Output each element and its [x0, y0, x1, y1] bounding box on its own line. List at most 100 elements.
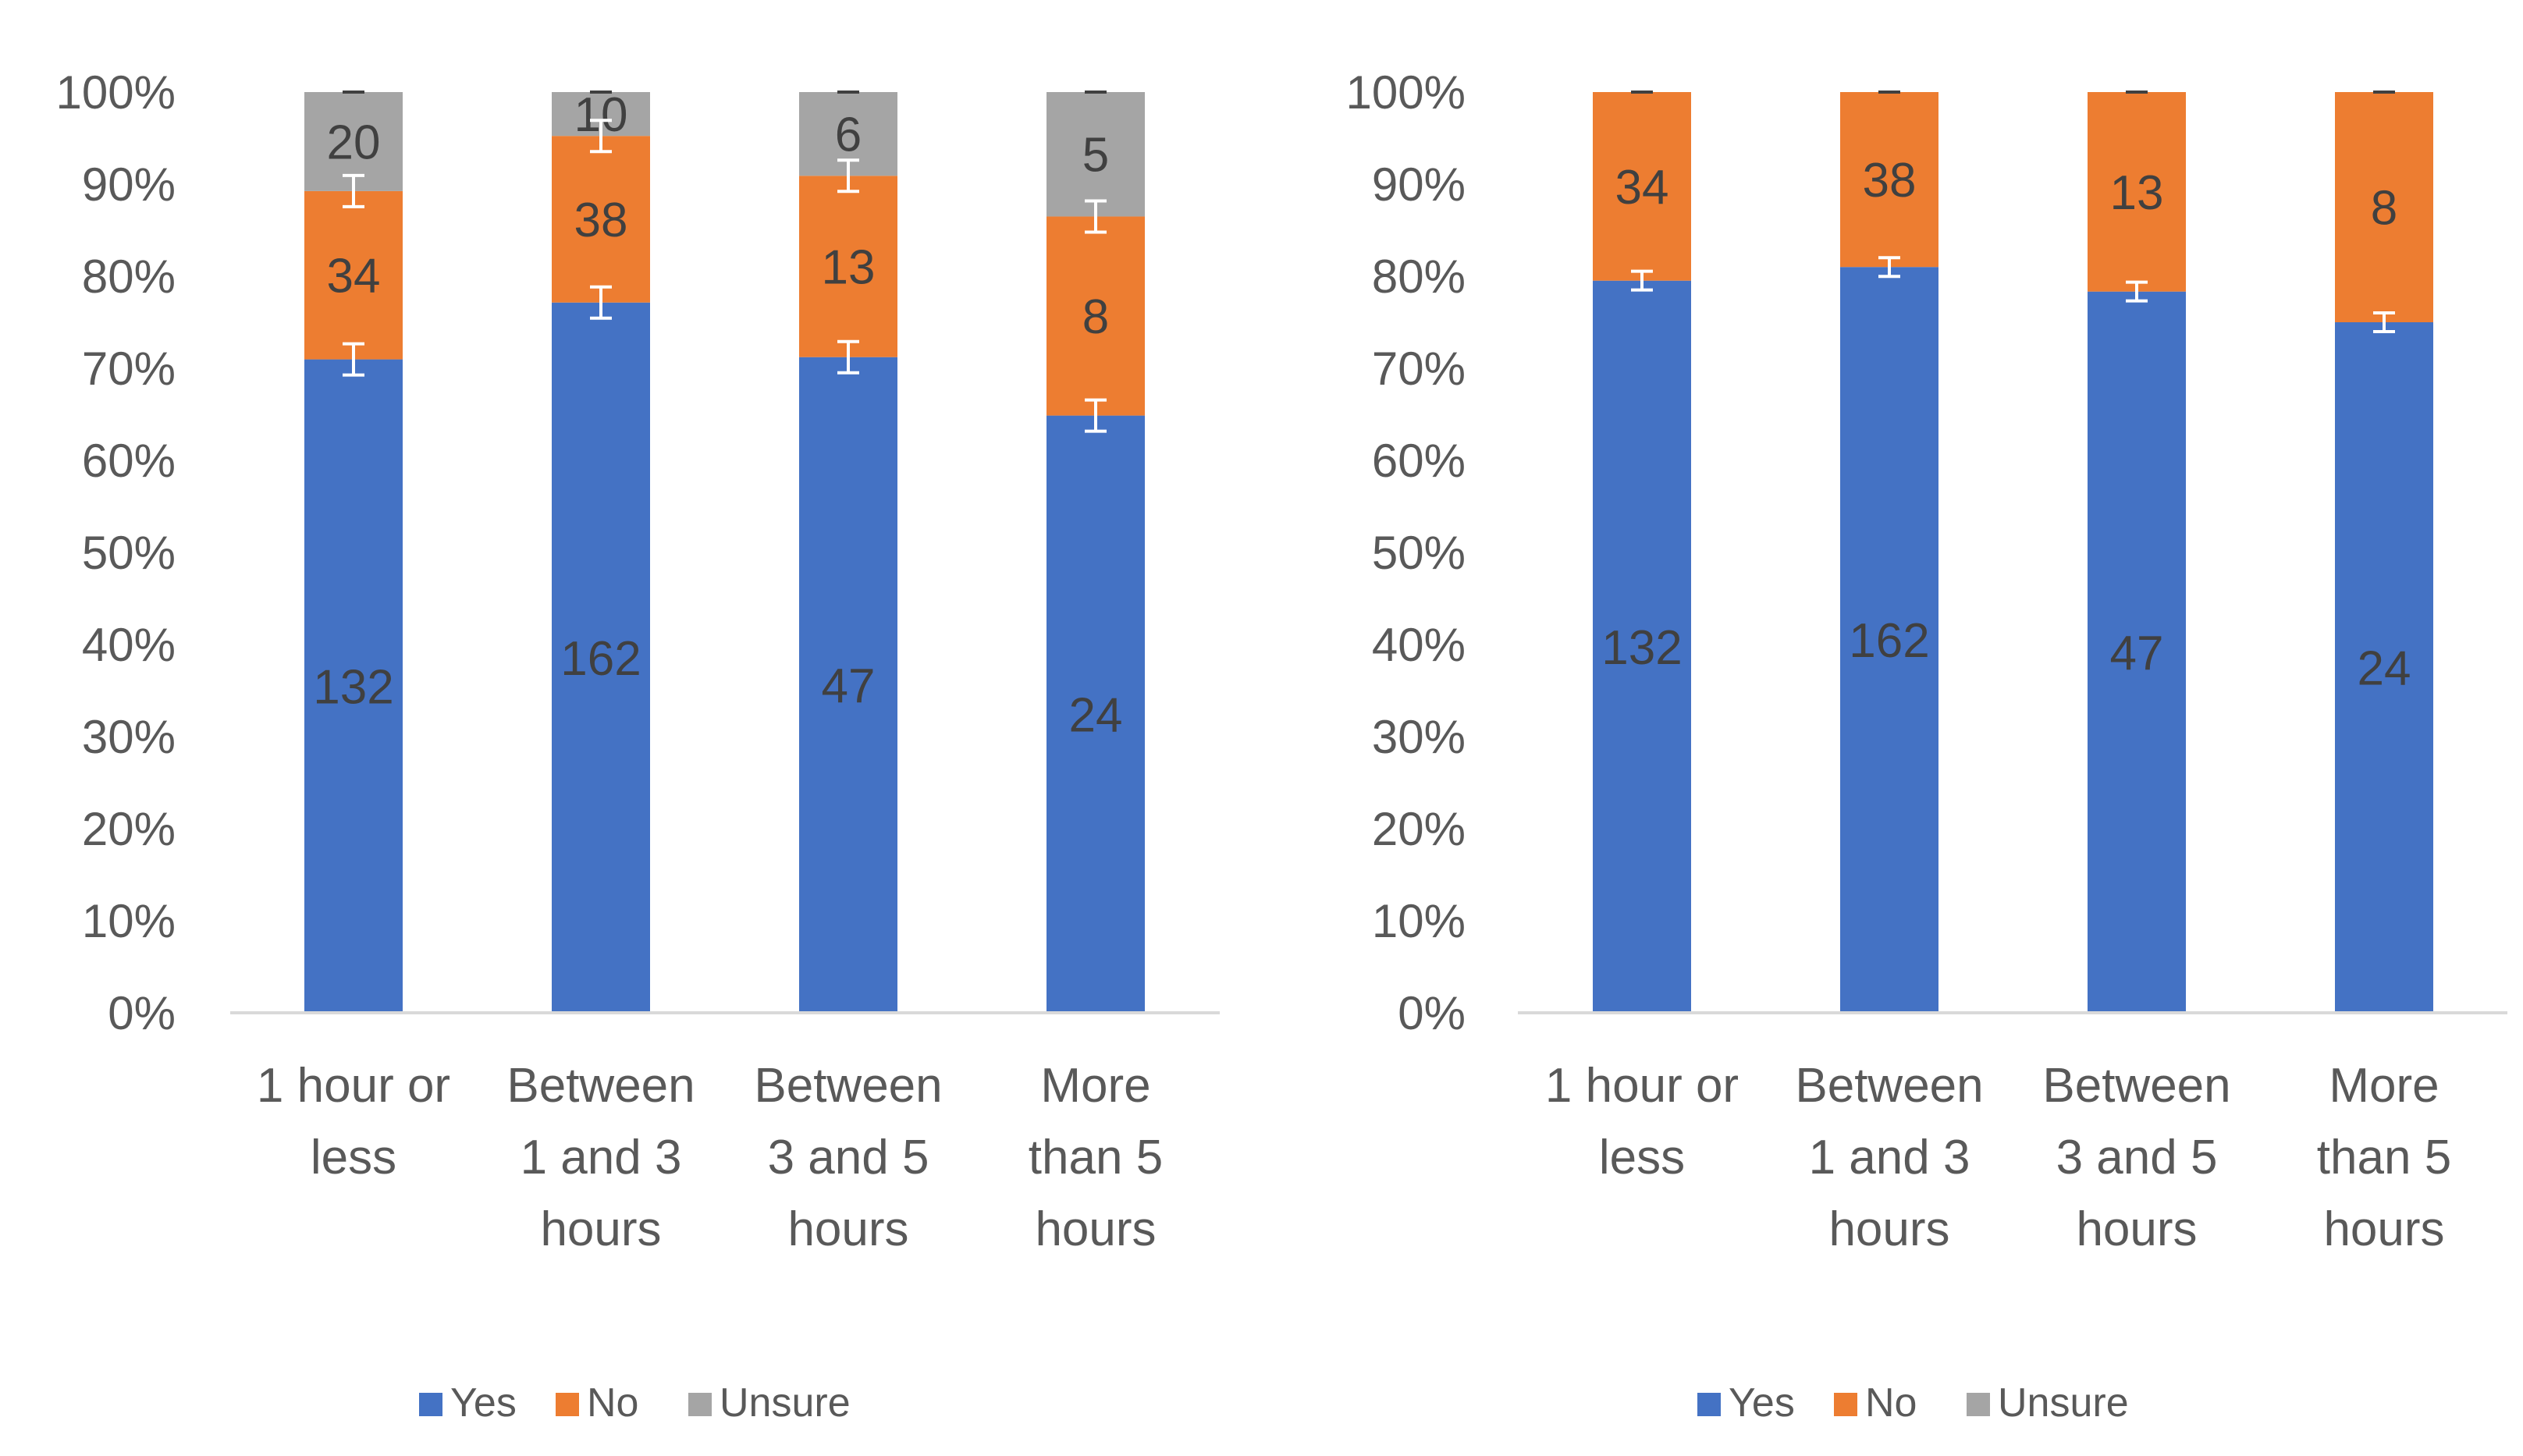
- x-tick-label: 3 and 5: [2056, 1131, 2218, 1184]
- error-bar: [590, 119, 612, 154]
- y-tick-label: 100%: [56, 66, 176, 119]
- legend-item-unsure: Unsure: [1967, 1380, 2129, 1426]
- bar-segment-yes: [552, 302, 650, 1013]
- x-tick-label: 1 hour or: [257, 1059, 450, 1113]
- chart-left: 0% 10% 20% 30% 40% 50% 60% 70% 80% 90% 100% 132 34 20…: [56, 66, 1220, 1426]
- x-tick-label: 3 and 5: [768, 1131, 929, 1184]
- x-tick-label: than 5: [1029, 1131, 1163, 1184]
- bar-segment-yes: [799, 357, 897, 1013]
- bar-segment-yes: [2335, 322, 2433, 1013]
- data-label: 38: [574, 194, 628, 247]
- x-tick-label: hours: [2076, 1202, 2197, 1256]
- y-tick-label: 50%: [1372, 527, 1466, 579]
- error-bar: [2126, 280, 2148, 303]
- bar-segment-yes: [1840, 267, 1938, 1013]
- bar-segment-yes: [2088, 291, 2186, 1014]
- legend-label: No: [1865, 1380, 1917, 1426]
- legend-swatch: [419, 1393, 442, 1416]
- y-tick-label: 40%: [1372, 619, 1466, 671]
- error-bar: [1085, 398, 1107, 433]
- x-tick-label: More: [1040, 1059, 1150, 1113]
- bar-segment-yes: [304, 359, 403, 1013]
- y-tick-label: 90%: [1372, 158, 1466, 211]
- error-bar: [343, 342, 364, 377]
- y-tick-label: 40%: [82, 619, 176, 671]
- y-tick-label: 20%: [1372, 803, 1466, 855]
- y-tick-label: 0%: [108, 987, 176, 1039]
- data-label: 13: [822, 240, 876, 294]
- y-tick-label: 10%: [1372, 895, 1466, 947]
- x-tick-label: hours: [1828, 1202, 1949, 1256]
- y-tick-label: 60%: [1372, 435, 1466, 487]
- y-tick-label: 70%: [82, 343, 176, 395]
- chart-right: 0% 10% 20% 30% 40% 50% 60% 70% 80% 90% 100% 132 34 1 …: [1346, 66, 2507, 1426]
- x-tick-label: Between: [1795, 1059, 1983, 1113]
- y-tick-label: 80%: [1372, 250, 1466, 303]
- y-tick-label: 90%: [82, 158, 176, 211]
- x-tick-label: than 5: [2317, 1131, 2451, 1184]
- x-tick-label: hours: [2323, 1202, 2444, 1256]
- legend-item-yes: Yes: [1697, 1380, 1795, 1426]
- legend-label: Unsure: [1998, 1380, 2129, 1426]
- legend-label: Yes: [450, 1380, 517, 1426]
- y-tick-label: 30%: [1372, 711, 1466, 763]
- legend-swatch: [1967, 1393, 1990, 1416]
- data-label: 47: [822, 659, 876, 713]
- data-label: 34: [1615, 161, 1669, 215]
- bar-segment-no: [2088, 92, 2186, 292]
- error-bar: [590, 285, 612, 320]
- data-label: 6: [835, 108, 862, 162]
- data-label: 132: [1601, 621, 1682, 675]
- bar-segment-no: [2335, 92, 2433, 322]
- data-label: 8: [2371, 182, 2397, 236]
- legend-item-unsure: Unsure: [688, 1380, 851, 1426]
- x-tick-label: 1 and 3: [521, 1131, 682, 1184]
- legend-label: Unsure: [720, 1380, 851, 1426]
- x-tick-label: Between: [754, 1059, 942, 1113]
- x-tick-label: Between: [506, 1059, 695, 1113]
- x-tick-label: hours: [787, 1202, 908, 1256]
- data-label: 38: [1863, 154, 1917, 208]
- bar-segment-yes: [1047, 415, 1145, 1013]
- x-tick-label: less: [311, 1131, 396, 1184]
- y-tick-label: 100%: [1346, 66, 1466, 119]
- error-bar: [343, 173, 364, 208]
- error-bar: [837, 158, 859, 194]
- error-bar: [837, 339, 859, 375]
- data-label: 13: [2110, 166, 2164, 220]
- y-tick-label: 10%: [82, 895, 176, 947]
- data-label: 8: [1082, 290, 1109, 344]
- legend-item-no: No: [1834, 1380, 1917, 1426]
- error-bar: [1878, 256, 1900, 279]
- legend-item-no: No: [556, 1380, 638, 1426]
- bar-segment-yes: [1593, 280, 1691, 1013]
- y-tick-label: 80%: [82, 250, 176, 303]
- y-tick-label: 50%: [82, 527, 176, 579]
- legend-swatch: [688, 1393, 712, 1416]
- bar-segment-no: [304, 190, 403, 360]
- legend-swatch: [1834, 1393, 1857, 1416]
- x-tick-label: 1 hour or: [1545, 1059, 1739, 1113]
- y-tick-label: 30%: [82, 711, 176, 763]
- data-label: 20: [327, 115, 381, 169]
- error-bar: [1631, 269, 1653, 292]
- legend-swatch: [556, 1393, 579, 1416]
- data-label: 34: [327, 250, 381, 304]
- x-tick-label: hours: [540, 1202, 661, 1256]
- legend-label: No: [587, 1380, 638, 1426]
- legend-label: Yes: [1729, 1380, 1795, 1426]
- x-tick-label: More: [2329, 1059, 2439, 1113]
- x-tick-label: less: [1599, 1131, 1685, 1184]
- bar-segment-no: [1047, 216, 1145, 416]
- data-label: 132: [313, 660, 393, 714]
- data-label: 24: [2358, 642, 2411, 696]
- x-tick-label: 1 and 3: [1809, 1131, 1970, 1184]
- data-label: 162: [560, 632, 641, 686]
- error-bar: [1085, 199, 1107, 234]
- y-tick-label: 20%: [82, 803, 176, 855]
- y-tick-label: 70%: [1372, 343, 1466, 395]
- bar-segment-unsure: [1047, 92, 1145, 217]
- data-label: 47: [2110, 627, 2164, 680]
- legend-swatch: [1697, 1393, 1721, 1416]
